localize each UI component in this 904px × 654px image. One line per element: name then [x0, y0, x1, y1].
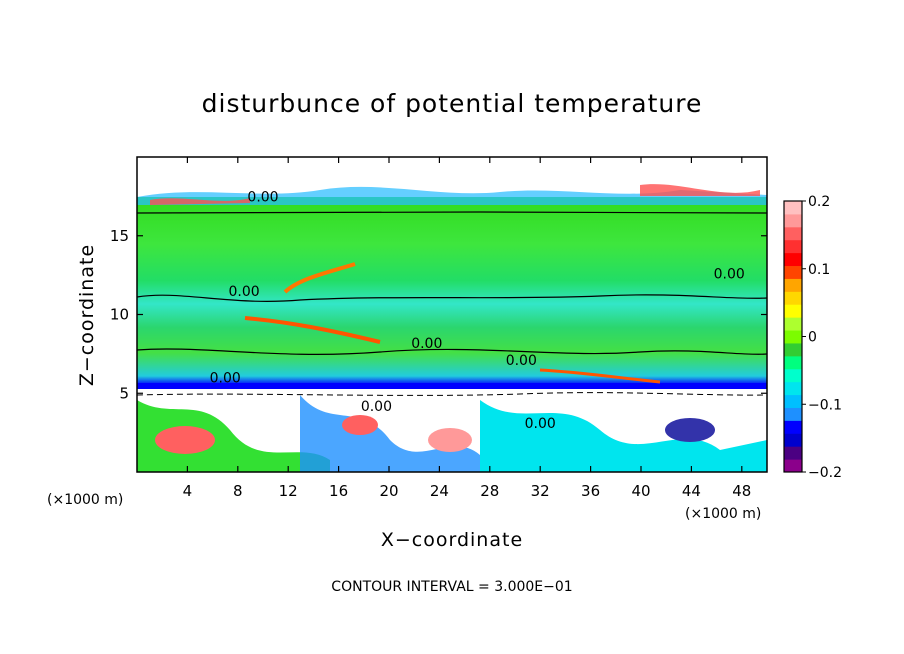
lower-eddy-green	[137, 400, 330, 472]
x-tick-label: 32	[531, 482, 550, 500]
colorbar-swatch	[784, 355, 802, 370]
colorbar-swatch	[784, 433, 802, 447]
colorbar-swatch	[784, 317, 802, 331]
colorbar-swatch	[784, 459, 802, 473]
colorbar-tick-label: 0	[808, 330, 817, 346]
contour-label: 0.00	[361, 399, 392, 415]
x-axis-label: X−coordinate	[381, 529, 523, 551]
colorbar-swatch	[784, 213, 802, 228]
x-tick-label: 40	[631, 482, 650, 500]
y-tick-label: 5	[119, 384, 129, 402]
colorbar-tick-label: −0.2	[808, 465, 842, 481]
contour-lower	[137, 348, 767, 355]
colorbar-swatch	[784, 446, 802, 460]
colorbar-swatch	[784, 330, 802, 344]
upper-layer-red-band	[150, 184, 760, 205]
colorbar-swatch	[784, 278, 802, 292]
contour-label: 0.00	[506, 353, 537, 369]
streak-3	[539, 368, 661, 384]
colorbar-tick-label: 0.1	[808, 262, 830, 278]
contour-label: 0.00	[714, 267, 745, 283]
x-tick-label: 12	[279, 482, 298, 500]
plot-area	[137, 157, 767, 472]
lower-eddy-purple	[665, 418, 715, 442]
y-axis-label: Z−coordinate	[76, 244, 98, 386]
colorbar-swatch	[784, 291, 802, 305]
colorbar-swatch	[784, 304, 802, 318]
contour-mid	[137, 294, 767, 302]
lower-eddy-red-3	[428, 428, 472, 452]
contour-upper	[137, 211, 767, 214]
y-tick-label: 15	[110, 227, 129, 245]
colorbar-tick-label: −0.1	[808, 397, 842, 413]
lower-eddy-red-1	[155, 426, 215, 454]
upper-layer-blue-band	[137, 186, 767, 205]
streak-2	[244, 316, 381, 344]
colorbar: 0.2 0.1 0 −0.1 −0.2	[783, 194, 842, 481]
contour-interval-note: CONTOUR INTERVAL = 3.000E−01	[331, 579, 572, 595]
contour-label: 0.00	[210, 371, 241, 387]
contour-label: 0.00	[247, 189, 278, 205]
x-tick-label: 28	[480, 482, 499, 500]
x-unit-right: (×1000 m)	[685, 506, 761, 522]
y-ticks: 5 10 15	[110, 227, 767, 402]
lower-eddy-red-2	[342, 415, 378, 435]
colorbar-swatch	[784, 394, 802, 408]
x-tick-label: 20	[379, 482, 398, 500]
y-tick-label: 10	[110, 306, 129, 324]
x-tick-label: 24	[430, 482, 449, 500]
lower-eddy-cyan	[480, 400, 767, 472]
contour-labels: 0.00 0.00 0.00 0.00 0.00 0.00 0.00 0.00	[210, 189, 745, 432]
contour-dashed	[137, 392, 767, 396]
x-tick-label: 44	[682, 482, 701, 500]
colorbar-swatch	[784, 239, 802, 254]
x-tick-label: 48	[732, 482, 751, 500]
colorbar-swatch	[784, 407, 802, 421]
colorbar-swatch	[784, 265, 802, 279]
x-tick-label: 16	[329, 482, 348, 500]
contour-label: 0.00	[229, 284, 260, 300]
x-ticks: 4 8 12 16 20 24 28 32 36 40 44 48	[183, 157, 751, 500]
x-tick-label: 8	[233, 482, 243, 500]
x-tick-label: 36	[581, 482, 600, 500]
x-unit-left: (×1000 m)	[47, 492, 123, 508]
contour-label: 0.00	[411, 336, 442, 352]
colorbar-swatch	[784, 420, 802, 434]
colorbar-tick-label: 0.2	[808, 194, 830, 210]
colorbar-swatch	[784, 226, 802, 241]
boundary-layer-top	[137, 383, 767, 389]
streak-1	[283, 262, 356, 294]
x-tick-label: 4	[183, 482, 193, 500]
colorbar-swatch	[784, 368, 802, 383]
colorbar-swatch	[784, 342, 802, 357]
colorbar-swatch	[784, 252, 802, 267]
colorbar-swatch	[784, 381, 802, 396]
colorbar-swatch	[784, 201, 802, 215]
contour-label: 0.00	[525, 416, 556, 432]
chart-title: disturbunce of potential temperature	[202, 89, 703, 118]
lower-eddy-blue	[300, 395, 480, 472]
